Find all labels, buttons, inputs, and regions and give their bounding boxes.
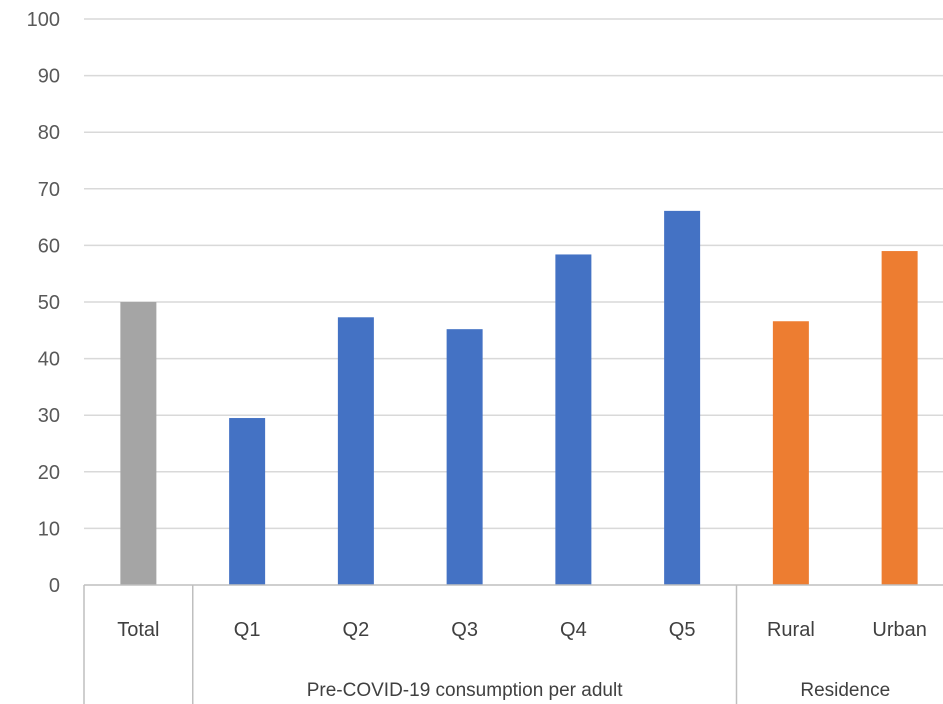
y-tick-label: 0 — [49, 575, 60, 597]
category-labels: Total Q1 Q2 Q3 Q4 Q5 Rural Urban — [117, 619, 927, 641]
category-label: Q5 — [669, 619, 696, 641]
category-axis — [83, 584, 943, 704]
category-label: Q4 — [560, 619, 587, 641]
category-label: Rural — [767, 619, 815, 641]
y-axis-tick-labels: 0 10 20 30 40 50 60 70 80 90 100 — [27, 9, 60, 597]
bar-urban — [881, 251, 918, 585]
y-tick-label: 50 — [38, 292, 60, 314]
bar-rural — [772, 321, 809, 585]
y-tick-label: 10 — [38, 518, 60, 540]
y-tick-label: 20 — [38, 462, 60, 484]
y-tick-label: 70 — [38, 179, 60, 201]
y-tick-label: 60 — [38, 235, 60, 257]
category-label: Urban — [872, 619, 926, 641]
group-label: Pre-COVID-19 consumption per adult — [307, 680, 623, 701]
bar-q5 — [664, 210, 701, 585]
bars — [120, 210, 918, 585]
bar-q2 — [337, 317, 374, 585]
bar-q1 — [229, 418, 266, 585]
group-labels: Pre-COVID-19 consumption per adult Reside… — [307, 680, 890, 701]
y-tick-label: 90 — [38, 66, 60, 88]
category-label: Q1 — [234, 619, 261, 641]
gridlines — [84, 18, 943, 530]
y-tick-label: 30 — [38, 405, 60, 427]
bar-q3 — [446, 329, 483, 585]
category-label: Q3 — [451, 619, 478, 641]
y-tick-label: 40 — [38, 349, 60, 371]
y-tick-label: 100 — [27, 9, 60, 31]
group-label: Residence — [800, 680, 890, 701]
bar-total — [120, 302, 157, 585]
bar-q4 — [555, 254, 592, 585]
category-label: Total — [117, 619, 159, 641]
category-label: Q2 — [343, 619, 370, 641]
y-tick-label: 80 — [38, 122, 60, 144]
